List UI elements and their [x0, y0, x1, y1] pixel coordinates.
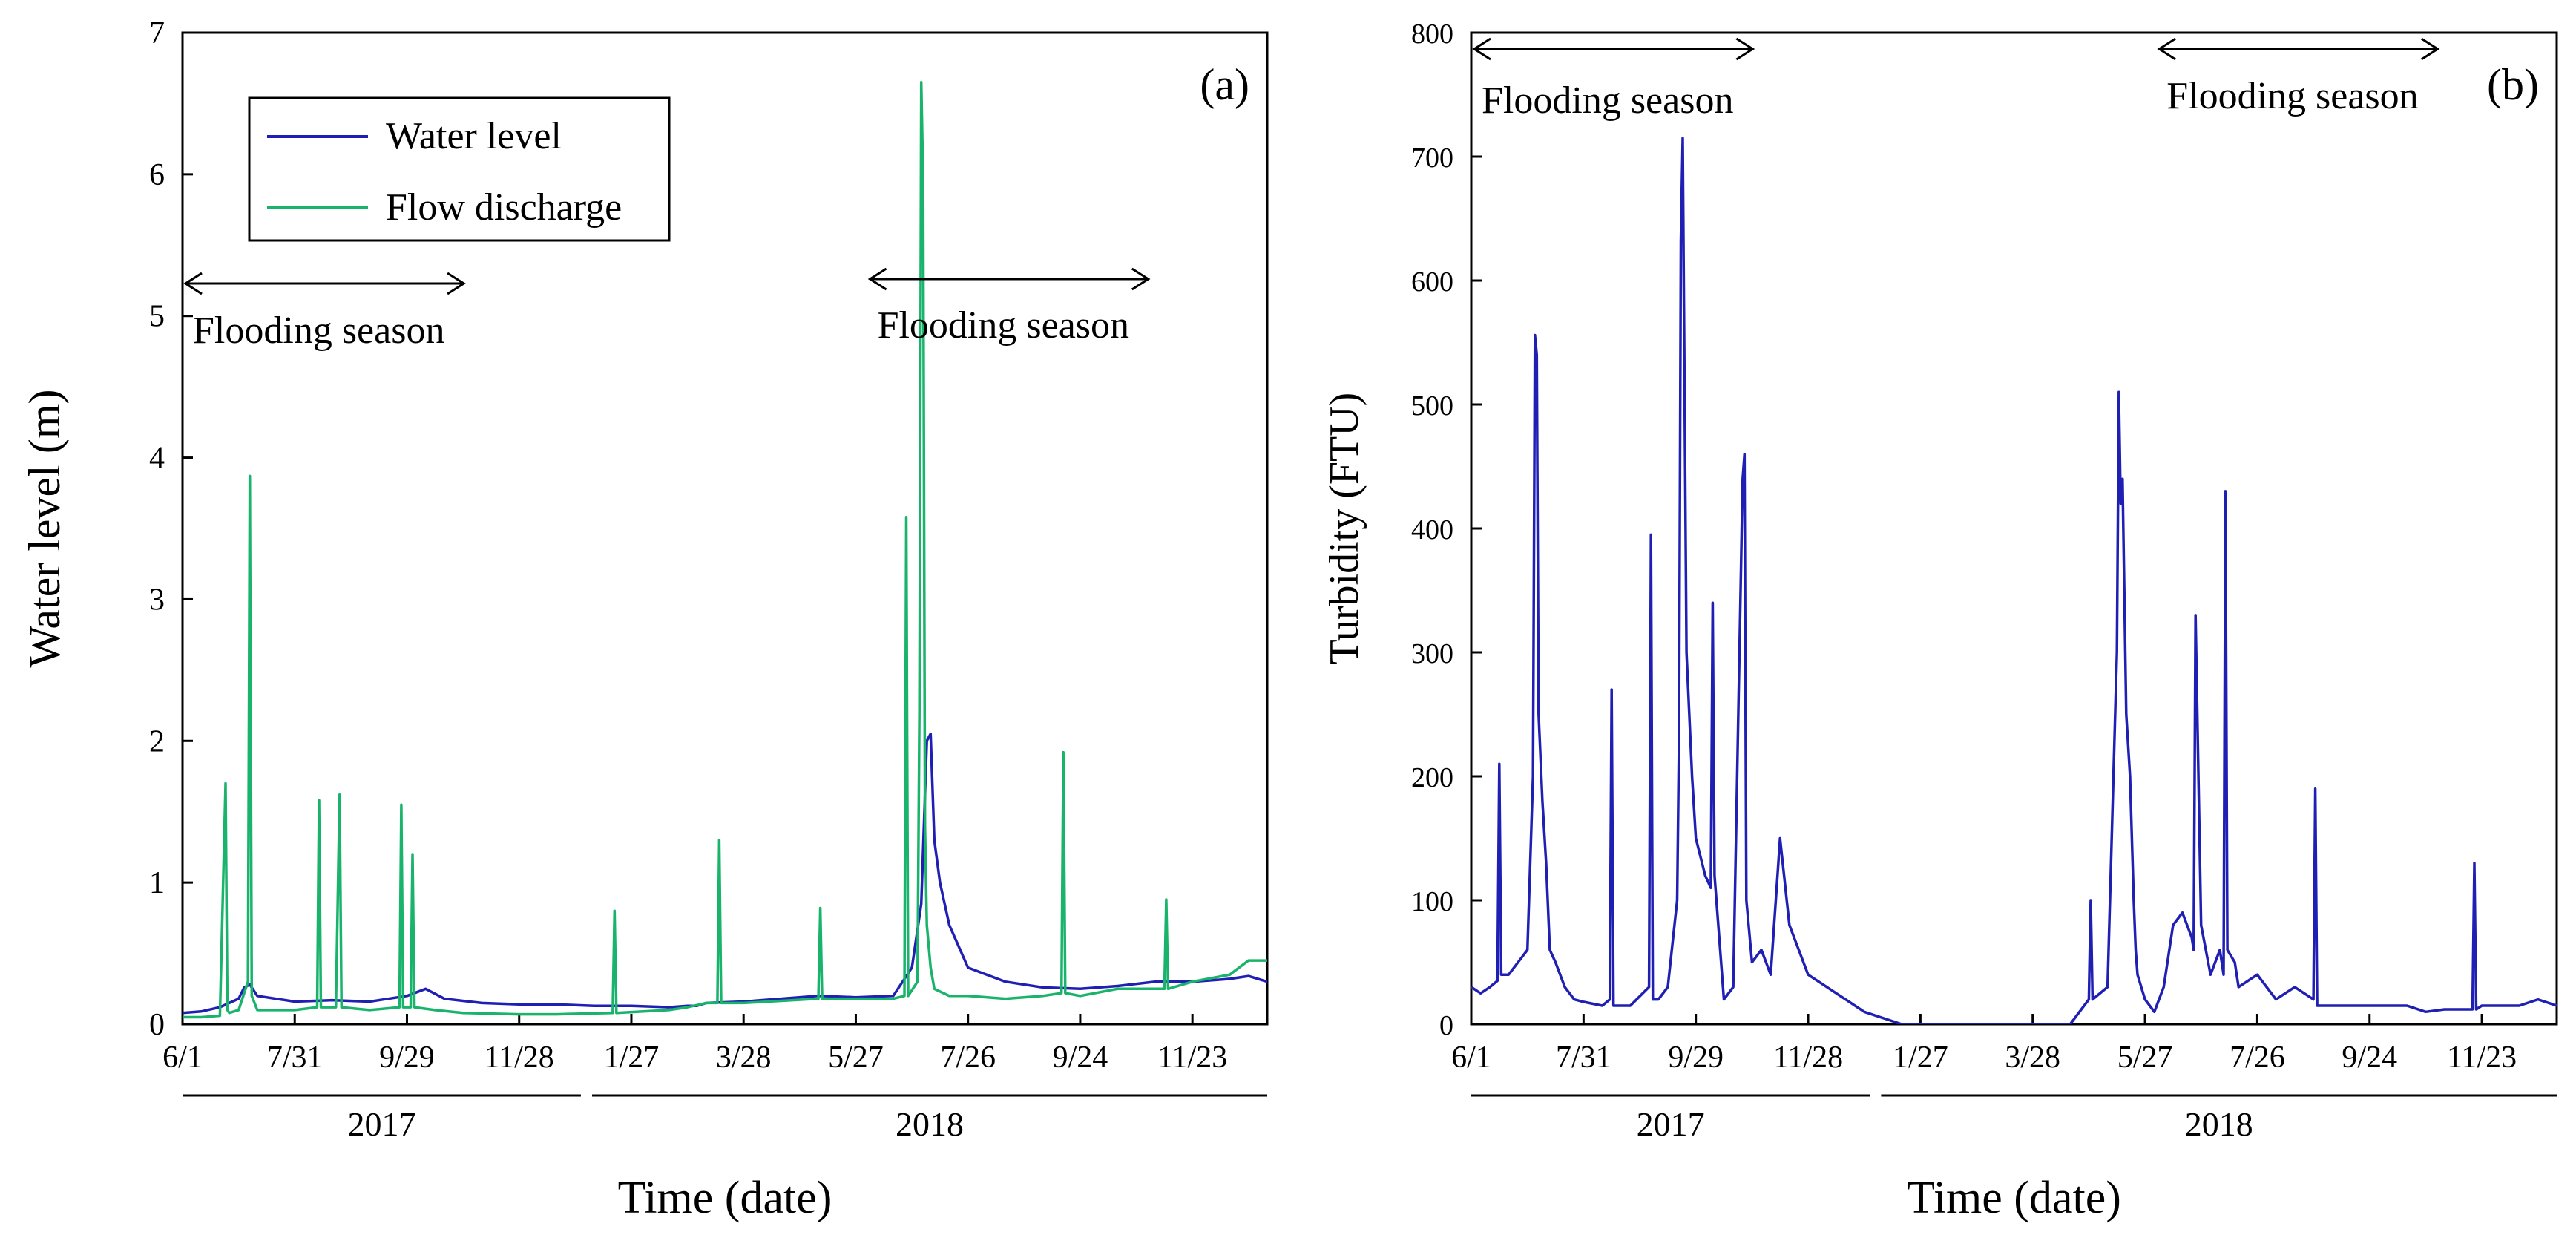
chart0-legend: Water level Flow discharge — [248, 96, 671, 242]
chart1-x-tick-label: 9/29 — [1668, 1041, 1724, 1075]
chart0-x-tick-label: 11/23 — [1157, 1041, 1227, 1075]
chart0-arrow-head-left — [867, 267, 887, 291]
chart0-panel-label: (a) — [1200, 60, 1249, 109]
chart0-x-tick-label: 7/31 — [267, 1041, 323, 1075]
chart1-y-tick-label: 800 — [1411, 19, 1453, 50]
chart0-legend-label: Flow discharge — [386, 186, 622, 229]
chart1-y-tick-label: 400 — [1411, 514, 1453, 546]
chart1-x-tick-label: 5/27 — [2117, 1041, 2173, 1075]
chart1-x-tick-label: 7/31 — [1556, 1041, 1611, 1075]
chart0-year-label: 2018 — [896, 1105, 964, 1143]
chart1-arrow-head-left — [1472, 37, 1491, 61]
chart1-y-tick-label: 700 — [1411, 142, 1453, 174]
chart1-x-tick-label: 11/28 — [1773, 1041, 1843, 1075]
chart0-x-tick-label: 5/27 — [828, 1041, 884, 1075]
chart0-y-tick-label: 4 — [149, 442, 165, 476]
chart0-x-tick-label: 6/1 — [162, 1041, 203, 1075]
chart1-x-tick-label: 11/23 — [2447, 1041, 2517, 1075]
chart0-arrow-head-right — [1131, 267, 1151, 291]
chart1-arrow-head-right — [2420, 37, 2440, 61]
chart1-arrow-head-right — [1735, 37, 1755, 61]
chart1-y-tick-label: 600 — [1411, 266, 1453, 298]
chart1-flooding-season-annotation: Flooding season — [1472, 37, 1755, 122]
chart0-legend-label: Water level — [386, 115, 562, 157]
chart0-y-tick-label: 2 — [149, 724, 165, 759]
chart0-flooding-season-annotation: Flooding season — [183, 272, 466, 352]
chart0-plot-frame — [181, 31, 1269, 1026]
chart1-y-tick-label: 100 — [1411, 886, 1453, 917]
chart0-y-tick-label: 5 — [149, 300, 165, 334]
chart0-y-axis-title: Water level (m) — [20, 390, 69, 668]
chart0-y-tick-label: 0 — [149, 1008, 165, 1042]
chart0-arrow-head-left — [183, 272, 203, 295]
chart1-arrow-head-left — [2157, 37, 2177, 61]
chart0-flooding-season-annotation: Flooding season — [867, 267, 1151, 347]
chart1-year-label: 2018 — [2185, 1105, 2253, 1143]
chart0-y-tick-label: 6 — [149, 158, 165, 192]
chart0-legend-box — [248, 96, 671, 242]
chart0-x-tick-label: 7/26 — [940, 1041, 996, 1075]
chart1-x-tick-label: 3/28 — [2005, 1041, 2060, 1075]
chart1-x-axis-title: Time (date) — [1907, 1173, 2121, 1223]
chart0-x-tick-label: 9/24 — [1053, 1041, 1108, 1075]
chart0-arrow-head-right — [447, 272, 466, 295]
chart1-x-tick-label: 1/27 — [1893, 1041, 1948, 1075]
panel-b-turbidity-chart: 0 100 200 300 400 500 600 700 800 6/1 7/31 9/29 11/2… — [1321, 19, 2558, 1223]
chart1-annotation-text: Flooding season — [2166, 75, 2418, 117]
chart0-x-tick-label: 9/29 — [379, 1041, 435, 1075]
chart0-year-label: 2017 — [347, 1105, 415, 1143]
chart0-y-tick-label: 7 — [149, 16, 165, 50]
chart0-x-tick-label: 11/28 — [484, 1041, 554, 1075]
chart0-y-tick-label: 1 — [149, 866, 165, 900]
chart0-annotation-text: Flooding season — [878, 304, 1129, 347]
panel-a-water-level-chart: 0 1 2 3 4 5 6 7 6/1 7/31 9/29 11/28 1/27 3/28 5/27 7/26… — [20, 16, 1269, 1223]
chart0-series-flow-discharge — [183, 81, 1267, 1019]
chart1-x-tick-label: 6/1 — [1451, 1041, 1491, 1075]
chart1-x-tick-label: 9/24 — [2342, 1041, 2397, 1075]
chart1-plot-frame — [1470, 31, 2558, 1026]
chart1-panel-label: (b) — [2487, 60, 2539, 109]
chart0-y-tick-label: 3 — [149, 583, 165, 617]
chart1-x-tick-label: 7/26 — [2230, 1041, 2285, 1075]
chart0-x-tick-label: 1/27 — [604, 1041, 660, 1075]
chart1-y-tick-label: 300 — [1411, 638, 1453, 669]
chart0-series-water-level — [183, 732, 1267, 1015]
chart1-y-tick-label: 200 — [1411, 762, 1453, 793]
chart0-annotation-text: Flooding season — [193, 309, 444, 352]
chart0-x-axis-title: Time (date) — [618, 1173, 832, 1223]
chart1-y-tick-label: 0 — [1439, 1010, 1453, 1041]
chart1-series-turbidity — [1471, 137, 2557, 1024]
chart1-y-tick-label: 500 — [1411, 390, 1453, 422]
chart1-year-label: 2017 — [1637, 1105, 1705, 1143]
chart1-y-axis-title: Turbidity (FTU) — [1321, 393, 1367, 665]
chart0-x-tick-label: 3/28 — [716, 1041, 772, 1075]
chart1-flooding-season-annotation: Flooding season — [2157, 37, 2440, 117]
chart1-annotation-text: Flooding season — [1482, 79, 1733, 122]
